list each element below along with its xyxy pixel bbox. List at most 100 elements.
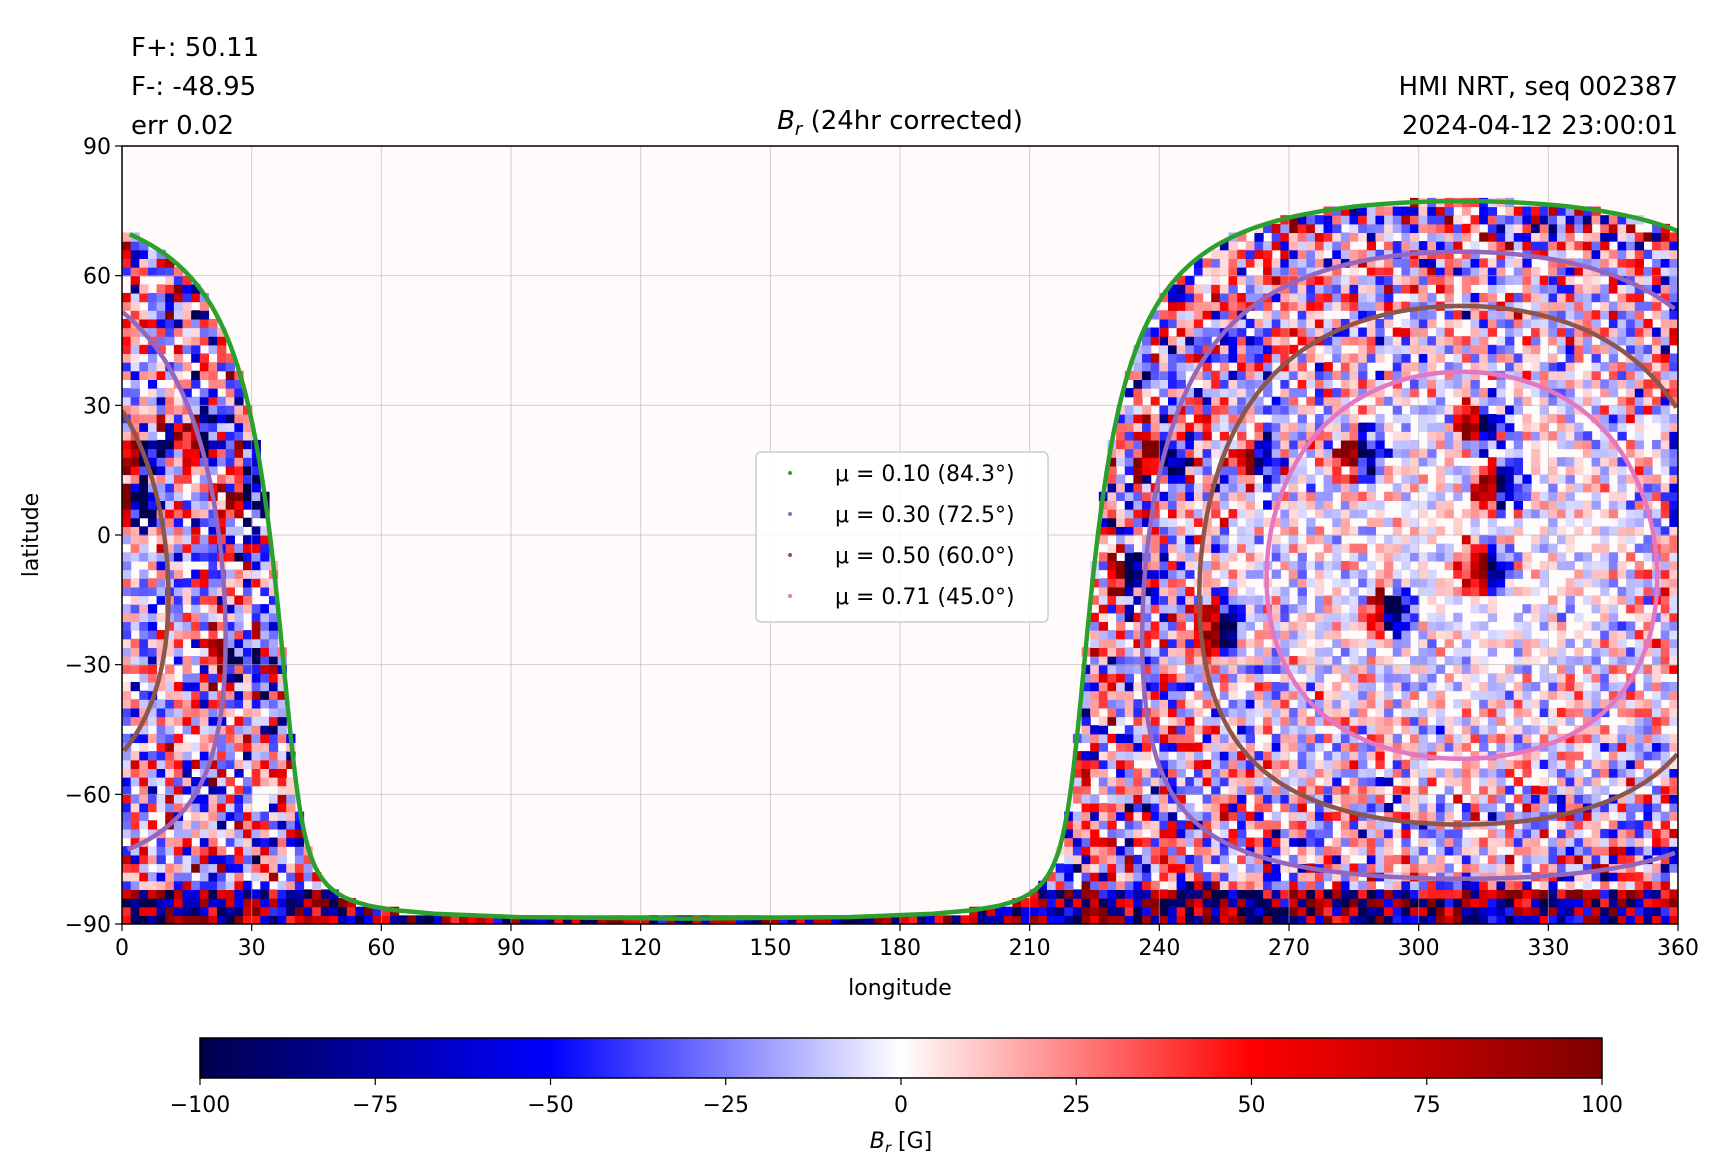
field-cell (1098, 837, 1109, 847)
field-cell (303, 889, 313, 899)
field-cell (243, 846, 253, 856)
field-cell (1531, 681, 1541, 692)
field-cell (1306, 742, 1316, 752)
field-cell (1211, 491, 1221, 502)
field-cell (182, 828, 192, 839)
field-cell (260, 630, 270, 640)
field-cell (1098, 699, 1109, 709)
field-cell (1228, 673, 1238, 683)
field-cell (1211, 552, 1221, 562)
field-cell (1470, 880, 1480, 891)
field-cell (217, 777, 227, 787)
field-cell (1349, 898, 1359, 908)
field-cell (1652, 353, 1662, 363)
field-cell (234, 733, 244, 744)
field-cell (122, 872, 132, 882)
field-cell (1167, 370, 1178, 380)
field-cell (1401, 517, 1411, 527)
field-cell (1479, 846, 1489, 856)
field-cell (1410, 880, 1420, 891)
field-cell (217, 604, 227, 614)
field-cell (1565, 379, 1575, 389)
field-cell (1271, 630, 1281, 640)
field-cell (1340, 638, 1351, 648)
field-cell (1418, 837, 1428, 847)
field-cell (1159, 612, 1169, 623)
field-cell (122, 621, 132, 631)
field-cell (1539, 621, 1549, 631)
field-cell (1479, 543, 1489, 553)
field-cell (1219, 656, 1230, 666)
field-cell (208, 716, 218, 726)
field-cell (1470, 630, 1480, 640)
field-cell (1098, 630, 1109, 640)
field-cell (1556, 707, 1567, 718)
field-cell (1556, 794, 1567, 804)
field-cell (156, 681, 166, 692)
field-cell (1479, 690, 1489, 700)
field-cell (1245, 526, 1256, 536)
field-cell (1652, 915, 1662, 924)
field-cell (1617, 595, 1627, 605)
field-cell (1124, 517, 1134, 527)
field-cell (1090, 854, 1100, 865)
field-cell (217, 413, 227, 424)
field-cell (1565, 889, 1575, 899)
field-cell (1107, 733, 1117, 744)
field-cell (1271, 664, 1281, 674)
field-cell (1634, 500, 1645, 510)
field-cell (1660, 889, 1670, 899)
field-cell (286, 820, 296, 830)
field-cell (1643, 388, 1653, 398)
field-cell (1090, 742, 1100, 752)
field-cell (286, 828, 296, 839)
field-cell (1185, 656, 1195, 666)
field-cell (1202, 457, 1212, 467)
field-cell (1401, 457, 1411, 467)
field-cell (1496, 474, 1506, 484)
field-cell (191, 656, 201, 666)
field-cell (122, 439, 132, 450)
field-cell (1202, 604, 1212, 614)
field-cell (1159, 889, 1169, 899)
field-cell (1582, 664, 1593, 674)
field-cell (1401, 578, 1411, 588)
field-cell (1505, 811, 1515, 821)
field-cell (1401, 777, 1411, 787)
field-cell (1608, 906, 1619, 916)
field-cell (1496, 759, 1506, 769)
field-cell (1185, 569, 1195, 579)
field-cell (191, 491, 201, 502)
field-cell (1626, 802, 1636, 813)
field-cell (1634, 733, 1645, 744)
field-cell (1669, 578, 1678, 588)
field-cell (1202, 483, 1212, 493)
field-cell (1358, 509, 1368, 519)
field-cell (147, 656, 158, 666)
field-cell (1548, 751, 1558, 761)
field-cell (1159, 535, 1169, 545)
field-cell (199, 889, 210, 899)
field-cell (1245, 785, 1256, 795)
field-cell (1124, 777, 1134, 787)
field-cell (1263, 362, 1273, 372)
field-cell (277, 906, 287, 916)
field-cell (1219, 647, 1230, 657)
field-cell (1418, 509, 1428, 519)
field-cell (1228, 353, 1238, 363)
field-cell (1306, 630, 1316, 640)
field-cell (1271, 898, 1281, 908)
field-cell (1090, 863, 1100, 873)
field-cell (1150, 422, 1160, 432)
field-cell (1435, 742, 1446, 752)
field-cell (130, 889, 140, 899)
field-cell (130, 336, 140, 346)
field-cell (1652, 491, 1662, 502)
field-cell (1116, 422, 1126, 432)
field-cell (1297, 500, 1307, 510)
field-cell (268, 768, 279, 778)
field-cell (1401, 465, 1411, 476)
field-cell (1660, 578, 1670, 588)
field-cell (122, 612, 132, 623)
field-cell (1289, 630, 1299, 640)
